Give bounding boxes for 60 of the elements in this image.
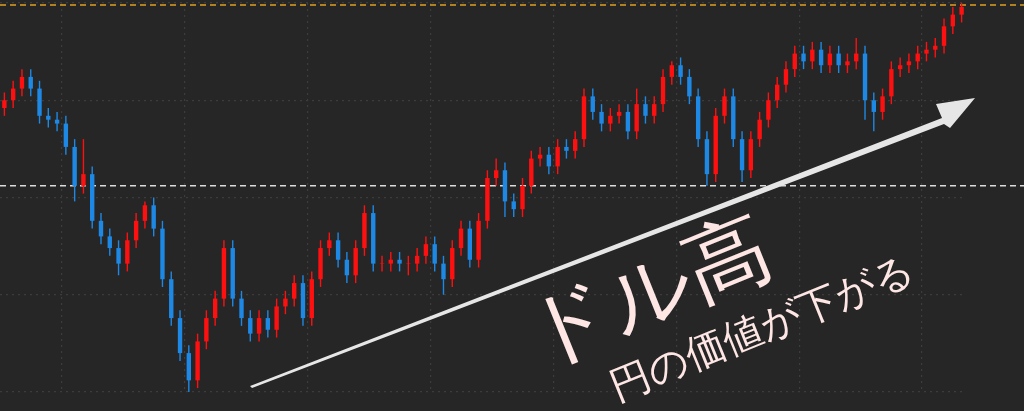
candlestick <box>432 235 437 273</box>
candlestick <box>599 103 604 133</box>
candlestick <box>335 231 341 269</box>
candlestick <box>520 177 525 218</box>
candlestick <box>643 95 648 125</box>
candlestick <box>678 56 683 86</box>
candlestick <box>537 146 543 168</box>
candlestick <box>256 309 262 343</box>
candlestick <box>414 247 420 273</box>
candlestick <box>669 60 675 86</box>
candlestick <box>248 309 253 343</box>
candlestick <box>801 45 806 70</box>
candlestick <box>441 255 446 296</box>
candlestick <box>63 115 69 156</box>
candlestick <box>116 239 121 276</box>
candlestick <box>871 91 876 133</box>
candlestick <box>46 107 51 129</box>
candlestick <box>511 192 516 218</box>
candlestick <box>204 309 209 350</box>
candlestick <box>283 290 288 315</box>
candlestick <box>959 2 964 24</box>
candlestick <box>327 231 332 257</box>
candlestick <box>564 138 569 160</box>
candlestick <box>924 41 929 63</box>
candlestick <box>810 41 815 70</box>
candlestick <box>54 111 60 133</box>
candlestick <box>687 68 692 105</box>
candlestick <box>836 45 841 74</box>
candlestick <box>880 87 885 121</box>
candlestick <box>423 235 429 265</box>
candlestick <box>125 231 130 273</box>
candlestick <box>845 52 850 74</box>
candlestick <box>573 130 578 160</box>
candlestick <box>28 68 33 98</box>
candlestick <box>616 103 622 125</box>
candlestick <box>2 91 7 117</box>
candlestick <box>766 91 771 129</box>
candlestick <box>783 60 789 94</box>
candlestick <box>274 297 279 339</box>
candlestick <box>397 251 402 273</box>
candlestick <box>897 56 903 78</box>
candlestick <box>590 87 595 121</box>
candlestick <box>906 52 912 74</box>
candlestick <box>722 87 727 125</box>
candlestick <box>142 200 148 230</box>
candlestick <box>652 95 657 125</box>
candlestick <box>757 111 762 148</box>
candlestick <box>81 138 86 195</box>
candlestick <box>265 309 271 339</box>
candlestick <box>933 37 938 59</box>
candlestick <box>608 107 613 133</box>
candlestick <box>19 68 25 98</box>
candlestick <box>151 196 156 238</box>
candlestick <box>941 17 947 55</box>
candlestick <box>292 274 297 308</box>
candlestick <box>107 227 112 257</box>
candlestick <box>555 138 560 175</box>
candlestick <box>493 157 499 187</box>
candlestick <box>239 290 244 327</box>
candlestick <box>388 251 393 273</box>
